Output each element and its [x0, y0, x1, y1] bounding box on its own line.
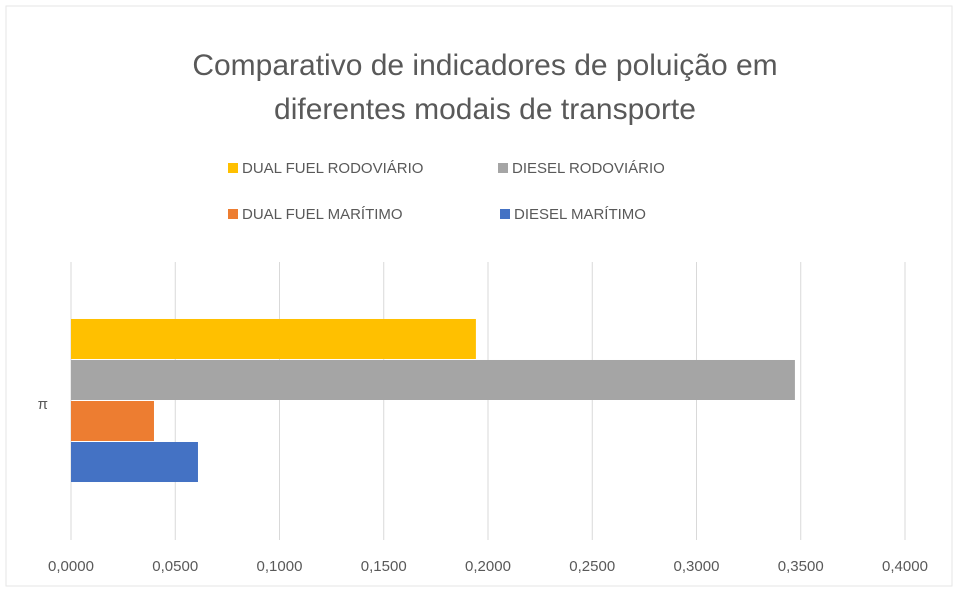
- x-tick-label: 0,2000: [465, 558, 511, 575]
- x-tick-label: 0,0000: [48, 558, 94, 575]
- legend-label: DIESEL RODOVIÁRIO: [512, 160, 665, 177]
- legend-label: DUAL FUEL MARÍTIMO: [242, 206, 403, 223]
- bar: [71, 442, 198, 483]
- x-tick-label: 0,4000: [882, 558, 928, 575]
- legend-swatch: [500, 209, 510, 219]
- x-tick-label: 0,1000: [257, 558, 303, 575]
- x-tick-label: 0,2500: [569, 558, 615, 575]
- x-tick-label: 0,3500: [778, 558, 824, 575]
- x-tick-label: 0,3000: [674, 558, 720, 575]
- y-tick-label: π: [38, 396, 48, 413]
- bar: [71, 318, 476, 359]
- chart-title: Comparativo de indicadores de poluição e…: [192, 49, 778, 126]
- legend-swatch: [228, 209, 238, 219]
- legend-label: DIESEL MARÍTIMO: [514, 206, 646, 223]
- legend-label: DUAL FUEL RODOVIÁRIO: [242, 160, 423, 177]
- x-tick-label: 0,1500: [361, 558, 407, 575]
- legend-swatch: [228, 163, 238, 173]
- chart-border: [5, 5, 953, 587]
- x-tick-label: 0,0500: [152, 558, 198, 575]
- legend-swatch: [498, 163, 508, 173]
- bar: [71, 359, 795, 400]
- bar: [71, 401, 154, 442]
